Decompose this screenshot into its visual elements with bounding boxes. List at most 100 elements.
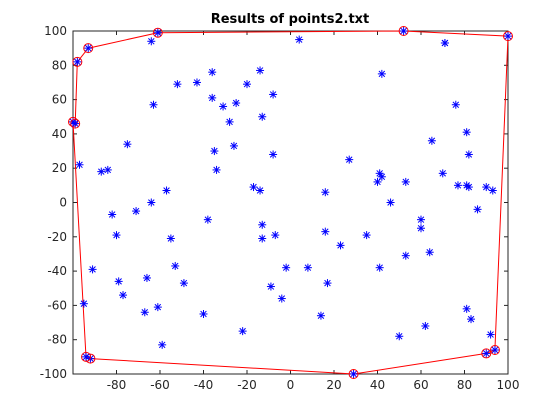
x-tick-label: -60 <box>150 378 170 392</box>
asterisk-stroke-d2 <box>426 248 433 256</box>
y-tick-label: -40 <box>47 264 67 278</box>
data-point <box>147 37 156 46</box>
data-point <box>119 291 128 300</box>
asterisk-stroke-d2 <box>174 80 181 88</box>
x-tick-label: -20 <box>237 378 257 392</box>
y-tick-label: -100 <box>40 367 67 381</box>
data-point <box>451 100 460 109</box>
x-tick-label: -40 <box>194 378 214 392</box>
data-point <box>208 68 217 77</box>
y-tick-label: -60 <box>47 298 67 312</box>
asterisk-stroke-d2 <box>387 199 394 206</box>
hull-vertices <box>68 26 513 379</box>
asterisk-stroke-d2 <box>417 216 425 223</box>
hull-vertex-circle <box>81 351 92 362</box>
data-point <box>425 248 434 257</box>
asterisk-stroke-d2 <box>124 140 131 148</box>
data-point <box>467 315 476 324</box>
data-point <box>453 181 462 190</box>
data-point <box>266 282 275 291</box>
y-tick-label: -20 <box>47 230 67 244</box>
data-point <box>464 183 473 192</box>
plot-frame <box>72 30 509 375</box>
asterisk-stroke-d2 <box>374 178 381 186</box>
asterisk-stroke-d2 <box>250 183 257 191</box>
chart-title: Results of points2.txt <box>211 12 370 27</box>
data-point <box>417 215 425 224</box>
hull-vertex-point <box>71 119 80 128</box>
data-point <box>147 198 156 207</box>
asterisk-stroke-d2 <box>148 199 155 206</box>
asterisk-stroke-d2 <box>108 211 116 218</box>
data-point <box>269 90 278 99</box>
data-point <box>486 330 495 339</box>
data-point <box>282 263 291 272</box>
data-point <box>438 169 447 178</box>
data-point <box>171 261 180 270</box>
asterisk-stroke-d2 <box>256 187 264 194</box>
asterisk-stroke-d2 <box>422 322 429 330</box>
asterisk-stroke-d2 <box>465 183 473 191</box>
asterisk-stroke-d2 <box>345 156 353 163</box>
asterisk-stroke-d2 <box>322 228 329 235</box>
asterisk-stroke-d2 <box>232 99 240 107</box>
asterisk-stroke-d2 <box>441 39 449 47</box>
data-point <box>362 231 371 240</box>
asterisk-stroke-d2 <box>80 300 88 307</box>
asterisk-stroke-d2 <box>452 101 460 108</box>
data-point <box>373 177 382 186</box>
asterisk-stroke-d2 <box>322 188 329 196</box>
asterisk-stroke-d2 <box>211 147 218 155</box>
hull-vertex-circle <box>489 344 500 355</box>
data-point <box>258 234 267 243</box>
data-point <box>401 177 410 186</box>
asterisk-stroke-d2 <box>239 327 246 335</box>
data-points <box>75 35 497 349</box>
data-point <box>473 205 482 214</box>
data-point <box>97 167 106 176</box>
x-tick-label: 0 <box>287 378 295 392</box>
hull-vertex <box>489 344 500 355</box>
data-point <box>140 308 149 317</box>
data-point <box>303 263 312 272</box>
asterisk-stroke-d2 <box>154 29 162 36</box>
data-point <box>208 93 217 102</box>
hull-vertex-circle <box>83 43 94 54</box>
data-point <box>395 332 404 341</box>
data-point <box>192 78 201 87</box>
y-tick-label: 60 <box>52 93 67 107</box>
asterisk-stroke-d2 <box>376 170 383 177</box>
data-point <box>377 69 386 78</box>
hull-vertex-circle <box>398 26 409 36</box>
asterisk-stroke-d2 <box>158 341 166 349</box>
asterisk-stroke-d2 <box>258 235 266 242</box>
data-point <box>166 234 175 243</box>
data-point <box>377 172 386 181</box>
hull-vertex-point <box>349 370 358 378</box>
data-point <box>323 279 332 288</box>
asterisk-stroke-d2 <box>376 264 383 271</box>
data-point <box>482 183 491 192</box>
data-point <box>103 165 112 174</box>
hull-vertex-point <box>73 57 82 66</box>
asterisk-stroke-d2 <box>89 266 96 273</box>
hull-vertex <box>398 26 409 36</box>
data-point <box>256 186 265 195</box>
hull-vertex-point <box>490 345 499 354</box>
data-point <box>316 311 325 320</box>
asterisk-stroke-d2 <box>150 101 157 108</box>
hull-vertex <box>152 27 163 38</box>
x-tick-label: -80 <box>107 378 127 392</box>
asterisk-stroke-d2 <box>363 231 370 239</box>
asterisk-stroke-d2 <box>467 315 475 323</box>
asterisk-stroke-d2 <box>71 120 79 127</box>
data-point <box>199 309 208 318</box>
data-point <box>158 340 167 349</box>
asterisk-stroke-d2 <box>163 187 170 194</box>
data-point <box>271 231 280 240</box>
asterisk-stroke-d2 <box>230 142 238 150</box>
data-point <box>203 215 212 224</box>
asterisk-stroke-d2 <box>350 370 357 378</box>
asterisk-stroke-d2 <box>76 161 83 169</box>
